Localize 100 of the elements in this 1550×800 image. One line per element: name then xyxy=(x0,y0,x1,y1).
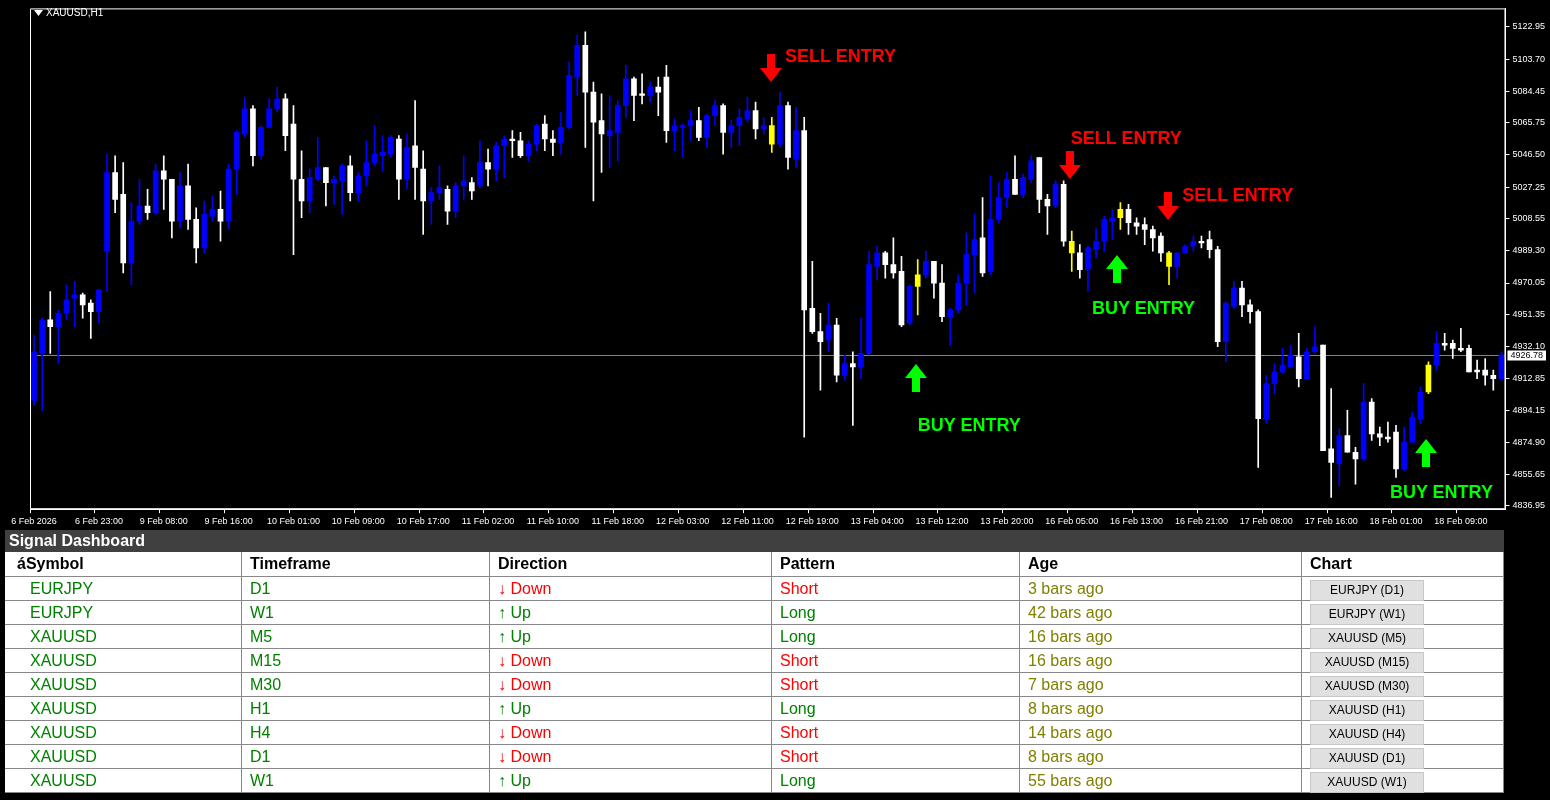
x-tick-label: 13 Feb 20:00 xyxy=(980,516,1034,527)
category-label: Pattern xyxy=(772,552,1020,576)
x-tick-label: 10 Feb 09:00 xyxy=(331,516,385,527)
text: Long xyxy=(780,628,816,645)
text: Long xyxy=(780,772,816,789)
annotation: BUY ENTRY xyxy=(1092,298,1196,319)
x-tick-label: 10 Feb 17:00 xyxy=(396,516,450,527)
y-tick-label: 5103.70 xyxy=(1512,53,1546,64)
text: XAUUSD (H1) xyxy=(1328,703,1406,717)
x-tick-label: 16 Feb 21:00 xyxy=(1174,516,1228,527)
text: D1 xyxy=(250,580,271,597)
y-tick-label: 5008.55 xyxy=(1512,213,1546,223)
text: Long xyxy=(780,700,816,717)
candlestick xyxy=(687,110,694,142)
text: 3 bars ago xyxy=(1028,580,1104,597)
text: XAUUSD xyxy=(30,652,97,669)
category-label: Chart xyxy=(1302,552,1504,576)
candlestick xyxy=(914,259,921,316)
x-tick-label: 18 Feb 01:00 xyxy=(1369,516,1423,527)
candlestick xyxy=(1312,326,1318,354)
candlestick xyxy=(1109,209,1116,240)
x-tick-label: 17 Feb 08:00 xyxy=(1239,516,1293,527)
text: XAUUSD (M30) xyxy=(1324,679,1410,693)
candlestick xyxy=(412,100,418,200)
y-tick-label: 5046.50 xyxy=(1512,149,1546,160)
candlestick xyxy=(655,76,662,116)
candlestick xyxy=(858,317,864,379)
text: W1 xyxy=(250,772,274,789)
y-tick-label: 4932.10 xyxy=(1512,341,1546,352)
text: XAUUSD xyxy=(30,676,97,693)
text: Signal Dashboard xyxy=(5,530,1504,552)
x-tick-label: 11 Feb 18:00 xyxy=(591,516,644,527)
candlestick xyxy=(501,135,508,178)
text: D1 xyxy=(250,748,271,765)
text: XAUUSD (W1) xyxy=(1327,775,1407,789)
y-tick-label: 4989.30 xyxy=(1512,245,1546,256)
category-label: Direction xyxy=(490,552,772,576)
text: H4 xyxy=(250,724,271,741)
text: EURJPY xyxy=(30,604,94,621)
text: ↓ Down xyxy=(498,580,552,597)
candlestick xyxy=(1141,217,1148,245)
candlestick xyxy=(850,351,856,426)
text: Short xyxy=(780,652,819,669)
candlestick xyxy=(760,116,767,135)
text: Short xyxy=(780,748,819,765)
x-tick-label: 6 Feb 2026 xyxy=(11,516,57,527)
text: XAUUSD xyxy=(30,724,97,741)
candlestick xyxy=(1482,358,1489,386)
ref-line-label: 4926.78 xyxy=(1510,349,1544,360)
y-tick-label: 5065.75 xyxy=(1512,117,1546,128)
candlestick xyxy=(47,291,54,354)
y-tick-label: 4951.35 xyxy=(1512,308,1546,319)
annotation: BUY ENTRY xyxy=(1389,482,1493,503)
candlestick xyxy=(1474,359,1480,379)
y-tick-label: 5122.95 xyxy=(1512,21,1546,32)
annotation: BUY ENTRY xyxy=(917,414,1021,435)
candlestick xyxy=(460,155,467,200)
text: 16 bars ago xyxy=(1028,652,1113,669)
text: H1 xyxy=(250,700,271,717)
x-tick-label: 11 Feb 10:00 xyxy=(526,516,580,527)
chart-title: XAUUSD,H1 xyxy=(46,7,104,19)
annotation: SELL ENTRY xyxy=(1182,184,1294,205)
text: ↑ Up xyxy=(498,628,531,645)
candlestick xyxy=(1328,388,1334,498)
category-label: Timeframe xyxy=(242,552,490,576)
text: ↑ Up xyxy=(498,604,531,621)
text: EURJPY xyxy=(30,580,94,597)
x-tick-label: 17 Feb 16:00 xyxy=(1304,516,1358,527)
annotation: SELL ENTRY xyxy=(784,46,896,67)
text: Short xyxy=(780,676,819,693)
text: XAUUSD xyxy=(30,628,97,645)
text: 16 bars ago xyxy=(1028,628,1113,645)
text: XAUUSD (M15) xyxy=(1324,655,1410,669)
text: XAUUSD (H4) xyxy=(1328,727,1406,741)
x-tick-label: 16 Feb 13:00 xyxy=(1110,516,1164,527)
y-tick-label: 5084.45 xyxy=(1512,85,1546,96)
text: ↓ Down xyxy=(498,724,552,741)
text: 14 bars ago xyxy=(1028,724,1113,741)
y-tick-label: 4970.05 xyxy=(1512,277,1546,288)
text: 8 bars ago xyxy=(1028,700,1104,717)
x-tick-label: 11 Feb 02:00 xyxy=(461,516,515,527)
y-tick-label: 4912.85 xyxy=(1512,373,1546,384)
x-tick-label: 16 Feb 05:00 xyxy=(1045,516,1099,527)
candlestick xyxy=(87,299,94,339)
text: ↑ Up xyxy=(498,700,531,717)
text: XAUUSD (D1) xyxy=(1328,751,1406,765)
y-tick-label: 4894.15 xyxy=(1512,404,1546,415)
text: 8 bars ago xyxy=(1028,748,1104,765)
candlestick xyxy=(639,73,645,105)
text: EURJPY (W1) xyxy=(1328,607,1406,621)
text: XAUUSD (M5) xyxy=(1327,631,1406,645)
text: Short xyxy=(780,724,819,741)
candlestick xyxy=(428,187,435,225)
candlestick xyxy=(1490,369,1497,391)
category-label: Age xyxy=(1020,552,1302,576)
text: 42 bars ago xyxy=(1028,604,1113,621)
candlestick xyxy=(331,175,337,205)
x-tick-label: 9 Feb 16:00 xyxy=(204,516,253,527)
text: EURJPY (D1) xyxy=(1330,583,1404,597)
text: ↓ Down xyxy=(498,652,552,669)
